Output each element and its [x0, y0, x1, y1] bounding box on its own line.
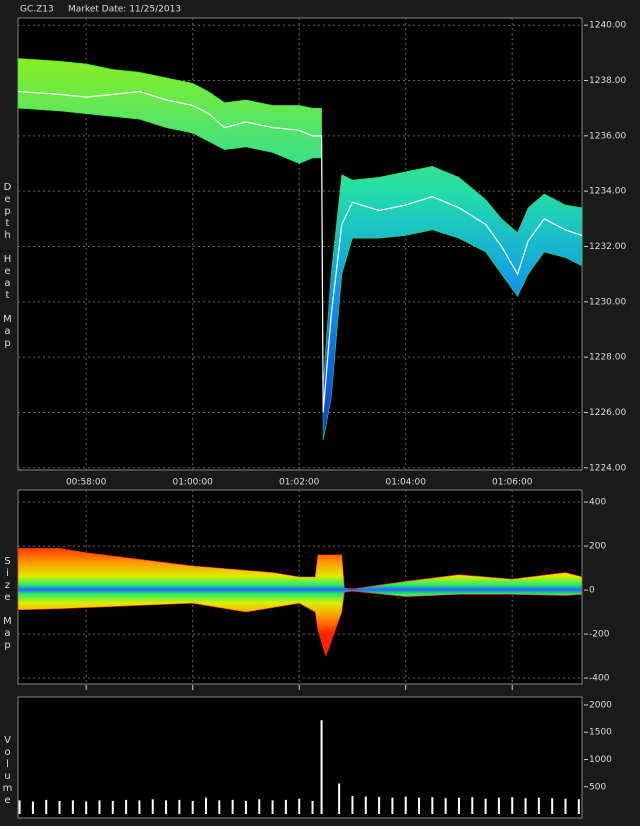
x-tick-label: 01:06:00 [492, 478, 533, 488]
y-axis-title: Size Map [2, 556, 13, 652]
y-tick-label: 1500 [589, 728, 612, 738]
y-tick-label: 0 [589, 586, 595, 596]
price-line [17, 90, 583, 413]
volume-bar [85, 801, 88, 815]
y-axis-title: Depth Heat Map [2, 182, 13, 350]
y-tick-label: 2000 [589, 700, 612, 710]
volume-bar [444, 798, 447, 815]
volume-bar [45, 799, 48, 815]
volume-bar [391, 797, 394, 815]
plot-area [17, 696, 583, 819]
y-tick-label: 1232.00 [589, 242, 626, 252]
volume-bar [231, 799, 234, 815]
depth-band [17, 58, 583, 441]
volume-bar [178, 799, 181, 815]
x-tick-label: 01:02:00 [279, 478, 320, 488]
volume-bar [58, 800, 61, 815]
volume-bar [111, 800, 114, 815]
y-tick-label: 500 [589, 782, 606, 792]
volume-bar [378, 797, 381, 815]
volume-bar [404, 796, 407, 815]
y-tick-label: 1000 [589, 755, 612, 765]
volume-bar [151, 799, 154, 815]
y-tick-label: 1236.00 [589, 131, 626, 141]
volume-bar [524, 798, 527, 815]
y-tick-label: 1234.00 [589, 187, 626, 197]
volume-bar [258, 799, 261, 815]
volume-bar [471, 797, 474, 815]
symbol: GC.Z13 [20, 5, 54, 15]
y-tick-label: 1238.00 [589, 76, 626, 86]
volume-bar [537, 797, 540, 815]
volume-bar [191, 800, 194, 815]
y-tick-label: 1228.00 [589, 353, 626, 363]
volume-bar [577, 799, 580, 815]
y-tick-label: 1226.00 [589, 408, 626, 418]
volume-bar [271, 800, 274, 815]
y-tick-label: -200 [589, 630, 610, 640]
y-tick-label: 200 [589, 542, 606, 552]
volume-bar [564, 798, 567, 815]
volume-bar [205, 797, 207, 815]
y-axis-title: Volume [2, 735, 13, 807]
x-tick-label: 00:58:00 [66, 478, 107, 488]
volume-bar [218, 800, 221, 815]
volume-bar [284, 799, 287, 815]
x-tick-label: 01:04:00 [386, 478, 427, 488]
volume-bar [71, 800, 74, 815]
size-band [17, 547, 583, 658]
volume-bar [338, 783, 341, 815]
volume-bar [125, 799, 128, 815]
volume-bar [457, 797, 460, 815]
y-tick-label: 1240.00 [589, 21, 626, 31]
volume-bar [551, 798, 554, 815]
volume-bar [351, 796, 354, 815]
y-tick-label: 1230.00 [589, 297, 626, 307]
market-date: Market Date: 11/25/2013 [68, 5, 181, 15]
volume-bar [511, 797, 514, 815]
y-tick-label: 1224.00 [589, 463, 626, 473]
x-tick-label: 01:00:00 [172, 478, 213, 488]
volume-bar [311, 800, 314, 815]
y-tick-label: -400 [589, 674, 610, 684]
volume-bar [298, 798, 301, 815]
volume-bar [364, 796, 367, 815]
volume-bar [138, 800, 141, 815]
volume-bar [18, 800, 21, 815]
volume-bar [244, 800, 247, 815]
y-tick-label: 400 [589, 498, 606, 508]
volume-bar [431, 797, 434, 815]
volume-bar [497, 797, 500, 815]
volume-bar [31, 801, 34, 815]
volume-bar [165, 800, 168, 815]
volume-bar [320, 720, 323, 815]
volume-bar [98, 800, 101, 815]
volume-bar [484, 798, 487, 815]
volume-bar [418, 797, 421, 815]
